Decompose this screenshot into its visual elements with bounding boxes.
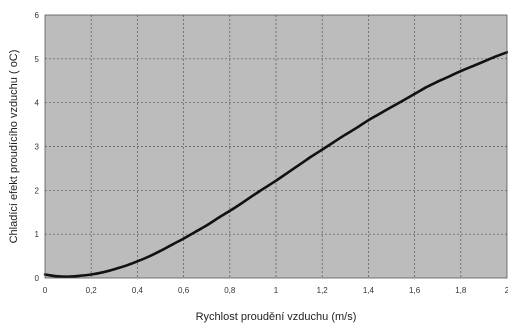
x-tick-label: 1,2 xyxy=(317,286,329,295)
x-tick-label: 2 xyxy=(505,286,508,295)
x-tick-label: 1 xyxy=(274,286,279,295)
horizontal-gridlines xyxy=(45,58,507,235)
y-tick-label: 1 xyxy=(35,230,40,239)
x-tick-label: 0,8 xyxy=(224,286,236,295)
x-tick-label: 0,4 xyxy=(132,286,144,295)
x-tick-label: 0,6 xyxy=(178,286,190,295)
x-tick-label: 1,8 xyxy=(455,286,467,295)
x-tick-label: 1,6 xyxy=(409,286,421,295)
x-tick-label: 0 xyxy=(43,286,48,295)
x-axis-title: Rychlost proudění vzduchu (m/s) xyxy=(196,311,357,323)
y-tick-label: 3 xyxy=(35,143,40,152)
y-axis-tick-labels: 0 1 2 3 4 5 6 xyxy=(35,11,40,283)
y-tick-label: 0 xyxy=(35,274,40,283)
y-axis-title: Chladící efekt proudícího vzduchu ( oC) xyxy=(8,50,20,244)
x-axis-tick-labels: 0 0,2 0,4 0,6 0,8 1 1,2 1,4 1,6 1,8 2 xyxy=(43,286,508,295)
plot-border xyxy=(44,14,508,279)
cooling-effect-line xyxy=(43,51,508,279)
y-tick-label: 6 xyxy=(35,11,40,20)
y-tick-label: 5 xyxy=(35,55,40,64)
x-tick-label: 1,4 xyxy=(363,286,375,295)
y-tick-label: 2 xyxy=(35,186,40,195)
y-tick-label: 4 xyxy=(35,99,40,108)
x-tick-label: 0,2 xyxy=(86,286,98,295)
